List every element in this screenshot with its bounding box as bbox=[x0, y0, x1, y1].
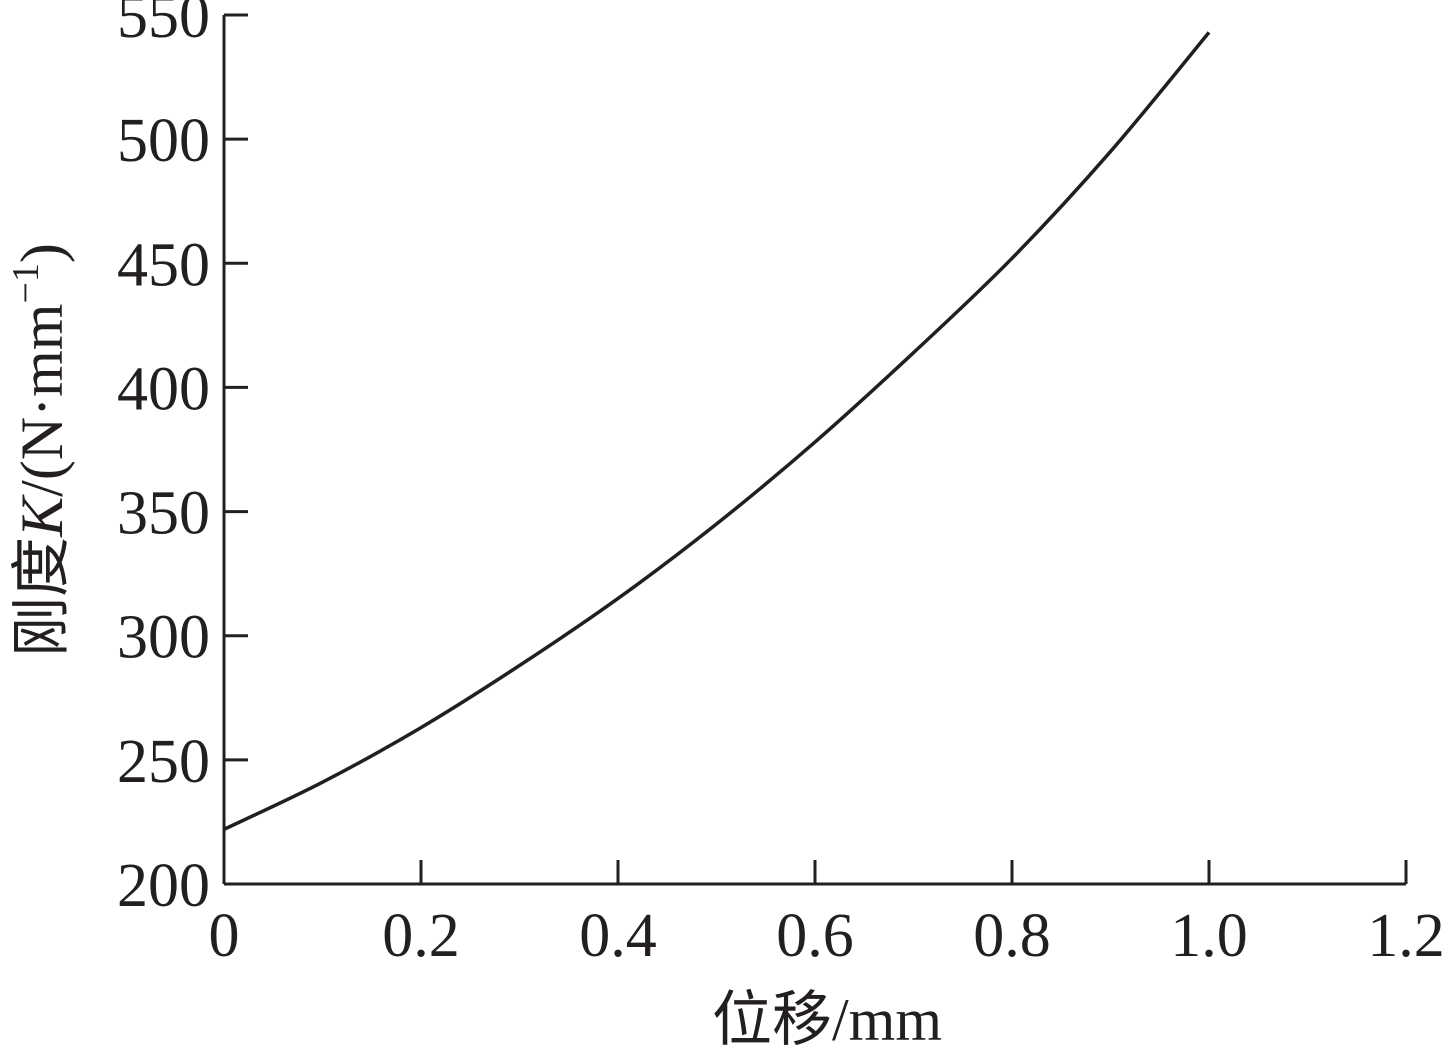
y-tick-label: 300 bbox=[117, 604, 210, 672]
series-group bbox=[223, 31, 1211, 831]
y-axis-title-unit-exponent: −1 bbox=[5, 263, 47, 303]
y-axis-title-symbol: K bbox=[9, 494, 75, 538]
x-tick-label: 1.0 bbox=[1170, 902, 1248, 970]
y-tick-label: 450 bbox=[117, 231, 210, 299]
x-tick-label: 0.6 bbox=[776, 902, 854, 970]
x-tick-label: 1.2 bbox=[1367, 902, 1445, 970]
y-axis-title-prefix: 刚度 bbox=[9, 537, 75, 657]
y-axis-title-unit: /(N·mm bbox=[9, 304, 75, 497]
x-axis-ticks: 0 0.2 0.4 0.6 0.8 1.0 1.2 bbox=[209, 860, 1445, 970]
y-axis-ticks: 200 250 300 350 400 450 500 550 bbox=[117, 0, 248, 920]
x-axis-title: 位移/mm bbox=[712, 987, 942, 1048]
y-tick-label: 200 bbox=[117, 852, 210, 920]
x-tick-label: 0.8 bbox=[973, 902, 1051, 970]
x-tick-label: 0 bbox=[209, 902, 240, 970]
y-tick-label: 500 bbox=[117, 107, 210, 175]
stiffness-curve bbox=[223, 31, 1211, 831]
y-axis-title-unit-close: ) bbox=[9, 243, 75, 263]
x-tick-label: 0.4 bbox=[579, 902, 657, 970]
x-tick-label: 0.2 bbox=[382, 902, 460, 970]
y-tick-label: 550 bbox=[117, 0, 210, 51]
y-tick-label: 400 bbox=[117, 355, 210, 423]
y-axis-title: 刚度K/(N·mm−1) bbox=[5, 243, 75, 657]
axes bbox=[222, 15, 1406, 886]
y-tick-label: 350 bbox=[117, 480, 210, 548]
y-tick-label: 250 bbox=[117, 728, 210, 796]
